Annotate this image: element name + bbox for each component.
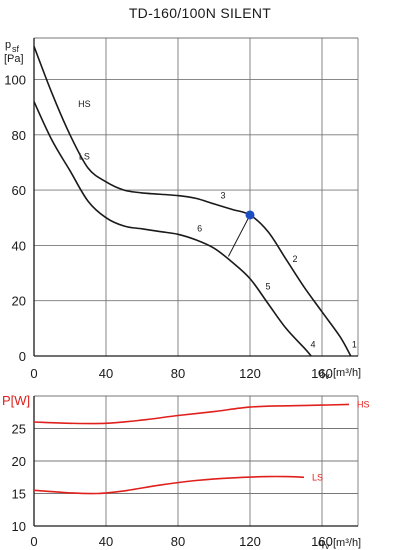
curve-label: 2 <box>292 254 297 264</box>
curve-label: 4 <box>310 340 315 350</box>
x-axis-label: q <box>318 537 324 549</box>
x-tick-label: 120 <box>239 534 261 549</box>
y-tick-label: 100 <box>4 72 26 87</box>
curve-label: 1 <box>352 340 357 350</box>
x-tick-label: 80 <box>171 366 185 381</box>
y-tick-label: 20 <box>12 294 26 309</box>
y-axis-label: P[W] <box>2 393 30 408</box>
curve-ls <box>33 101 312 357</box>
x-axis-label: q <box>318 367 324 379</box>
power-curve-ls <box>33 475 305 495</box>
series-label: HS <box>357 399 370 409</box>
y-tick-label: 15 <box>12 487 26 502</box>
x-tick-label: 120 <box>239 366 261 381</box>
x-tick-label: 0 <box>30 366 37 381</box>
y-axis-label: p <box>5 39 11 51</box>
y-tick-label: 80 <box>12 128 26 143</box>
power-curve-hs <box>33 403 350 425</box>
x-tick-label: 80 <box>171 534 185 549</box>
curve-label: LS <box>79 152 90 162</box>
chart-title: TD-160/100N SILENT <box>128 5 272 21</box>
curve-label: 6 <box>197 224 202 234</box>
x-axis-unit: [m³/h] <box>333 367 361 379</box>
curve-hs <box>33 46 352 357</box>
y-tick-label: 60 <box>12 183 26 198</box>
y-axis-label-sub: sf <box>12 44 20 54</box>
x-axis-label-sub: v <box>325 371 330 381</box>
y-tick-label: 40 <box>12 238 26 253</box>
x-tick-label: 0 <box>30 534 37 549</box>
y-tick-label: 0 <box>19 349 26 364</box>
system-line <box>227 214 251 257</box>
curve-label: 5 <box>265 282 270 292</box>
x-axis-unit: [m³/h] <box>333 537 361 549</box>
x-tick-label: 160 <box>311 366 333 381</box>
x-axis-label-sub: v <box>325 541 330 550</box>
y-tick-label: 10 <box>12 519 26 534</box>
operating-point <box>245 210 255 220</box>
x-tick-label: 40 <box>99 534 113 549</box>
series-label: LS <box>312 472 323 482</box>
x-tick-label: 40 <box>99 366 113 381</box>
y-tick-label: 25 <box>12 422 26 437</box>
x-tick-label: 160 <box>311 534 333 549</box>
curve-label: HS <box>78 99 91 109</box>
y-axis-unit: [Pa] <box>4 53 24 65</box>
curve-label: 3 <box>220 190 225 200</box>
y-tick-label: 20 <box>12 454 26 469</box>
